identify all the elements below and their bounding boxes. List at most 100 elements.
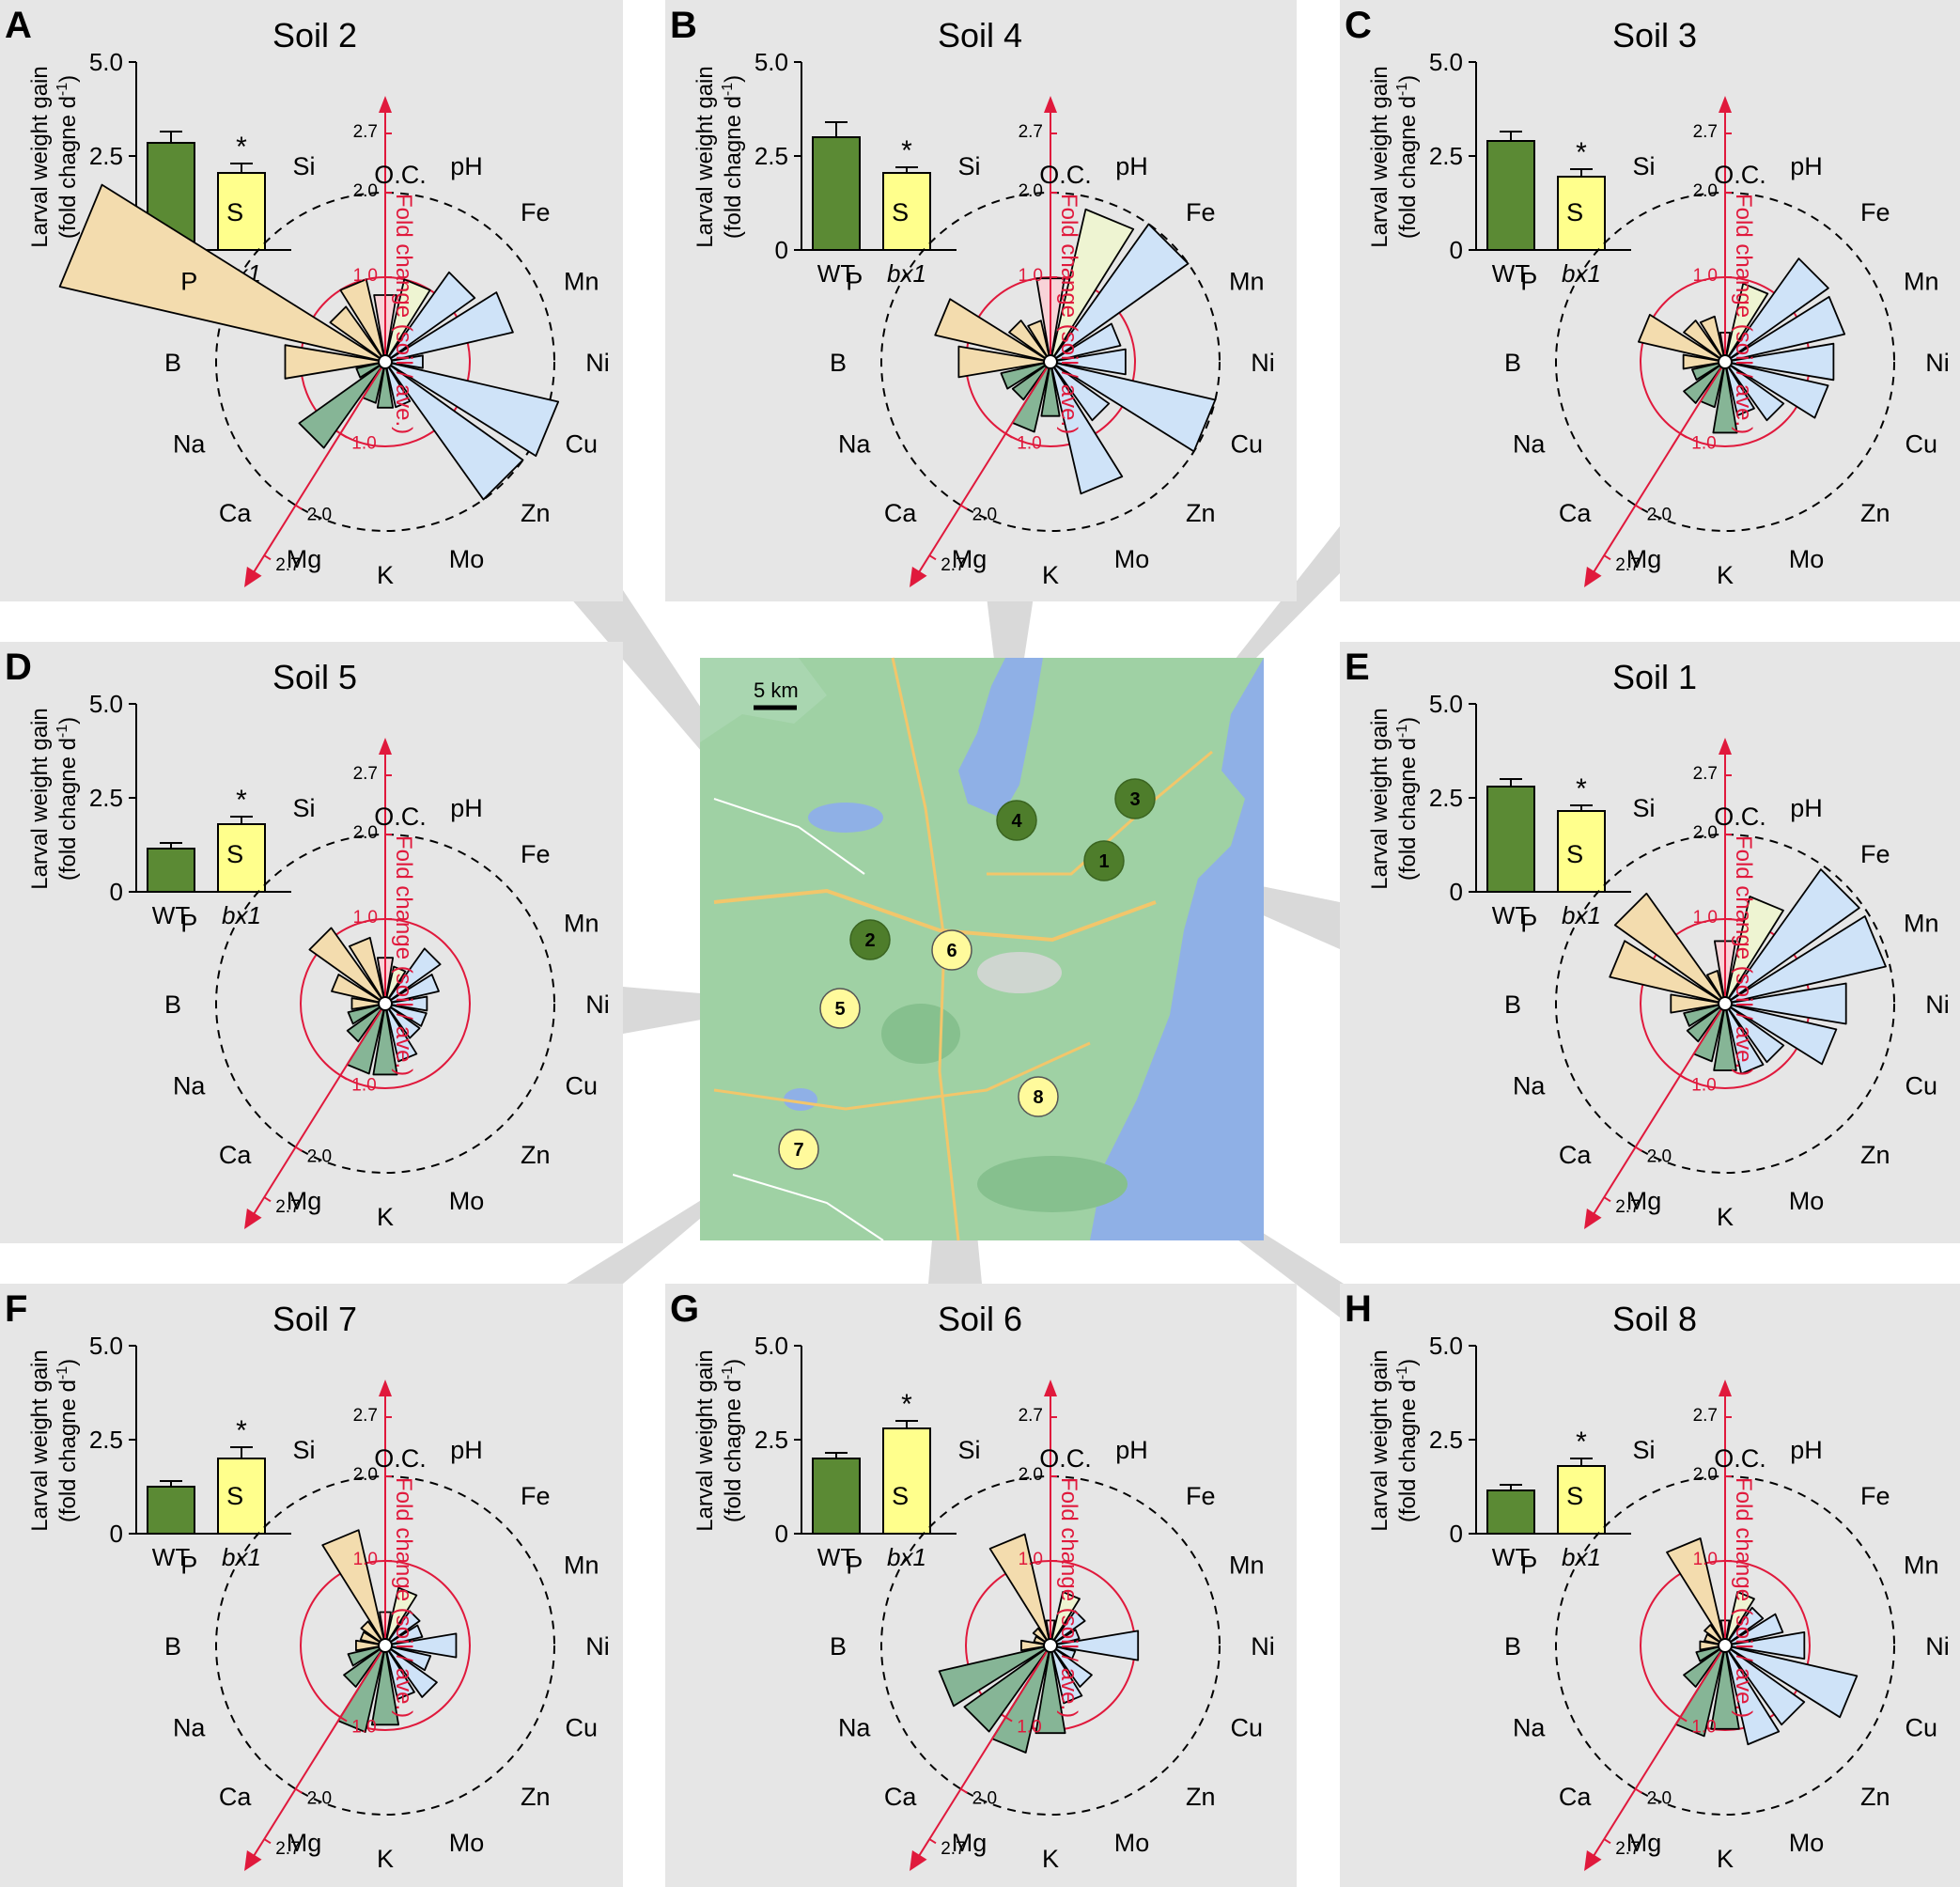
map-marker-dot — [849, 919, 891, 960]
bar-x-tick-label: WT — [817, 259, 856, 288]
dongjiu-lake-water — [958, 658, 1043, 818]
rose-ring-2 — [215, 834, 555, 1174]
panel-title: Soil 2 — [272, 16, 357, 55]
rose-ring-2 — [1555, 834, 1895, 1174]
panel-g: G Soil 6 5.0 2.5 0 Larval weight gain (fold ch… — [665, 1284, 1297, 1887]
rose-wedge-ca — [1683, 1645, 1726, 1688]
fold-change-diag-tick — [295, 504, 303, 510]
rose-wedge-fe — [1050, 1610, 1086, 1646]
rose-wedge-ca — [1686, 1003, 1726, 1043]
element-label-oc: O.C. — [1714, 1444, 1766, 1473]
rose-center — [378, 1638, 393, 1653]
panel-h: H Soil 8 5.0 2.5 0 Larval weight gain (fold ch… — [1340, 1284, 1960, 1887]
element-label-b: B — [1504, 349, 1521, 377]
element-label-ca: Ca — [219, 1141, 252, 1169]
y-axis-title-superscript: -1 — [54, 725, 70, 738]
rose-wedge-mo — [1050, 1645, 1083, 1705]
element-label-mn: Mn — [1904, 910, 1939, 938]
element-label-mn: Mn — [1229, 268, 1265, 296]
rose-wedge-ni — [1050, 348, 1127, 376]
rose-wedge-fe — [1724, 257, 1829, 363]
rose-wedge-p — [1638, 314, 1726, 363]
element-label-oc: O.C. — [1714, 161, 1766, 189]
element-label-mg: Mg — [952, 1829, 988, 1857]
fold-change-diag-tick — [263, 1838, 272, 1845]
element-label-k: K — [377, 561, 394, 589]
fold-change-diag-tick-label: 2.7 — [275, 555, 300, 575]
fold-change-diag-tick-label: 1.0 — [351, 1075, 376, 1095]
fold-change-tick-label: 2.7 — [1019, 122, 1043, 142]
rose-center — [1718, 354, 1733, 369]
fold-change-diag-tick — [1679, 432, 1688, 439]
rose-wedge-ni — [1050, 1630, 1140, 1661]
rose-wedge-b — [355, 1639, 386, 1652]
element-label-na: Na — [173, 1071, 206, 1099]
element-label-b: B — [164, 990, 181, 1019]
element-label-cu: Cu — [566, 1713, 599, 1741]
rose-wedge-ph — [1724, 282, 1769, 363]
map-road — [987, 750, 1213, 876]
panel-b: B Soil 4 5.0 2.5 0 Larval weight gain (fold ch… — [665, 0, 1297, 601]
bar-y-axis-title-line1: Larval weight gain — [692, 66, 718, 247]
element-label-zn: Zn — [1186, 499, 1216, 527]
element-label-zn: Zn — [1186, 1783, 1216, 1811]
rose-wedge-cu — [1050, 361, 1217, 453]
fold-change-tick-label: 2.7 — [353, 122, 378, 142]
rose-wedge-mn — [1050, 322, 1122, 363]
panel-background — [1340, 0, 1960, 601]
rose-center — [378, 354, 393, 369]
fold-change-axis-diagonal — [914, 1645, 1051, 1863]
fold-change-diag-tick — [960, 1787, 968, 1794]
map-marker-label: 5 — [834, 999, 845, 1020]
fold-change-diag-tick-label: 2.7 — [1615, 1839, 1640, 1859]
fold-change-axis-arrow — [1044, 1380, 1057, 1396]
significance-star: * — [901, 1389, 912, 1420]
map-marker: 4 — [996, 800, 1037, 841]
bar-x-tick-label: WT — [152, 901, 191, 929]
fold-change-diag-tick — [1679, 1716, 1688, 1723]
panel-letter: E — [1345, 647, 1370, 688]
element-label-mg: Mg — [1626, 545, 1662, 573]
fold-change-axis-arrow — [1719, 96, 1732, 113]
element-label-mn: Mn — [564, 1552, 599, 1580]
rose-wedge-s — [308, 927, 386, 1005]
y-axis-title-superscript: -1 — [720, 1366, 736, 1380]
element-label-k: K — [1717, 1203, 1734, 1231]
fold-change-axis-diagonal — [1589, 361, 1726, 579]
rose-wedge-ca — [1011, 361, 1051, 401]
y-axis-title-close: ) — [1395, 75, 1421, 83]
fold-change-tick-label: 1.0 — [353, 1550, 378, 1569]
fold-change-axis-arrow — [1044, 96, 1057, 113]
rose-wedge-mn — [1724, 295, 1846, 363]
element-label-oc: O.C. — [1714, 803, 1766, 831]
map-scale-label: 5 km — [754, 678, 799, 702]
element-label-ni: Ni — [1251, 1632, 1275, 1661]
rose-wedge-zn — [1724, 1003, 1785, 1064]
map-marker-dot — [931, 929, 972, 971]
rose-wedge-ni — [384, 1632, 458, 1659]
panel-letter: C — [1345, 5, 1372, 46]
map-marker-label: 1 — [1098, 851, 1109, 872]
bar-y-tick-label: 2.5 — [754, 142, 788, 170]
rose-wedge-zn — [1724, 361, 1785, 422]
element-label-p: P — [180, 910, 197, 938]
element-label-ni: Ni — [585, 349, 610, 377]
fold-change-axis-diagonal-arrow — [1584, 567, 1602, 587]
rose-wedge-zn — [1050, 361, 1111, 422]
fold-change-diag-tick — [1635, 504, 1642, 510]
fold-change-diag-tick-label: 2.7 — [941, 1839, 965, 1859]
element-label-na: Na — [838, 1713, 871, 1741]
fold-change-tick-label: 1.0 — [1693, 266, 1718, 286]
element-label-s: S — [226, 1482, 243, 1510]
bar-y-axis-title-line2: (fold chagne d-1) — [720, 75, 746, 239]
rose-wedge-fe — [1724, 868, 1860, 1005]
fold-change-diag-tick — [1679, 1074, 1688, 1081]
fold-change-diag-tick-label: 2.7 — [1615, 555, 1640, 575]
element-label-fe: Fe — [1860, 840, 1890, 868]
bar-x-tick-label: WT — [152, 1543, 191, 1571]
bar-chart: 5.0 2.5 0 Larval weight gain(fold chagne d-… — [1367, 48, 1631, 288]
rose-wedge-s — [1008, 320, 1051, 363]
map-marker: 5 — [819, 988, 861, 1029]
panel-background — [0, 0, 623, 601]
